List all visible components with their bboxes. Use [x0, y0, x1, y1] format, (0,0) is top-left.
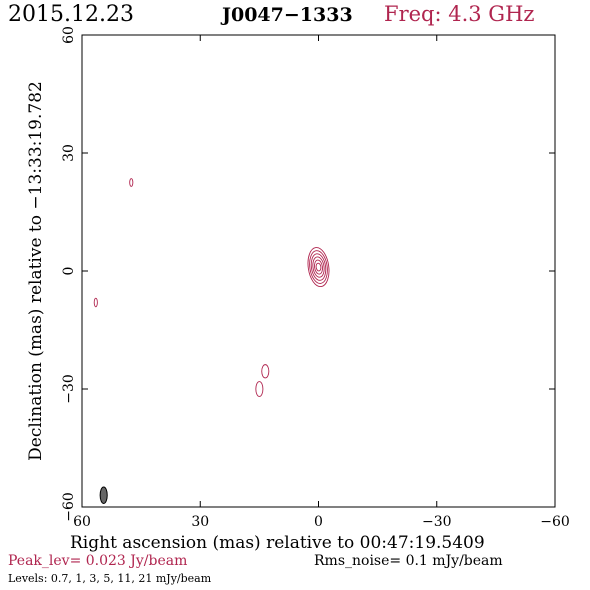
contour-blob-2 — [93, 297, 98, 308]
contour-blob-3 — [261, 364, 270, 379]
x-tick-label: −60 — [540, 514, 570, 530]
rms-noise: Rms_noise= 0.1 mJy/beam — [314, 553, 503, 569]
x-tick-label: 30 — [191, 514, 209, 530]
frequency-label: Freq: 4.3 GHz — [384, 2, 535, 26]
y-tick-label: 30 — [61, 144, 77, 162]
y-axis-label: Declination (mas) relative to −13:33:19.… — [26, 81, 46, 461]
x-tick-label: 60 — [73, 514, 91, 530]
y-tick-label: 0 — [61, 267, 77, 276]
contour-group — [93, 178, 330, 504]
x-axis-label: Right ascension (mas) relative to 00:47:… — [70, 533, 485, 553]
x-tick-label: −30 — [422, 514, 452, 530]
contour-core — [314, 259, 323, 275]
contour-core — [312, 256, 325, 278]
contour-core — [310, 253, 327, 281]
beam-ellipse — [99, 486, 108, 504]
contour-core — [309, 250, 328, 284]
x-tick-label: 0 — [314, 514, 323, 530]
y-tick-label: −30 — [61, 374, 77, 404]
contour-levels: Levels: 0.7, 1, 3, 5, 11, 21 mJy/beam — [8, 572, 212, 585]
y-tick-label: −60 — [61, 492, 77, 522]
observation-date: 2015.12.23 — [8, 2, 134, 27]
contour-blob-4 — [255, 381, 264, 397]
source-name: J0047−1333 — [222, 4, 353, 26]
contour-core — [307, 247, 330, 288]
peak-level: Peak_lev= 0.023 Jy/beam — [8, 553, 188, 569]
contour-core — [315, 262, 322, 272]
axis-ticks: 60 30 0 −30 −60 −60 −30 0 30 60 — [61, 26, 570, 530]
contour-blob-1 — [129, 178, 134, 187]
y-tick-label: 60 — [61, 26, 77, 44]
